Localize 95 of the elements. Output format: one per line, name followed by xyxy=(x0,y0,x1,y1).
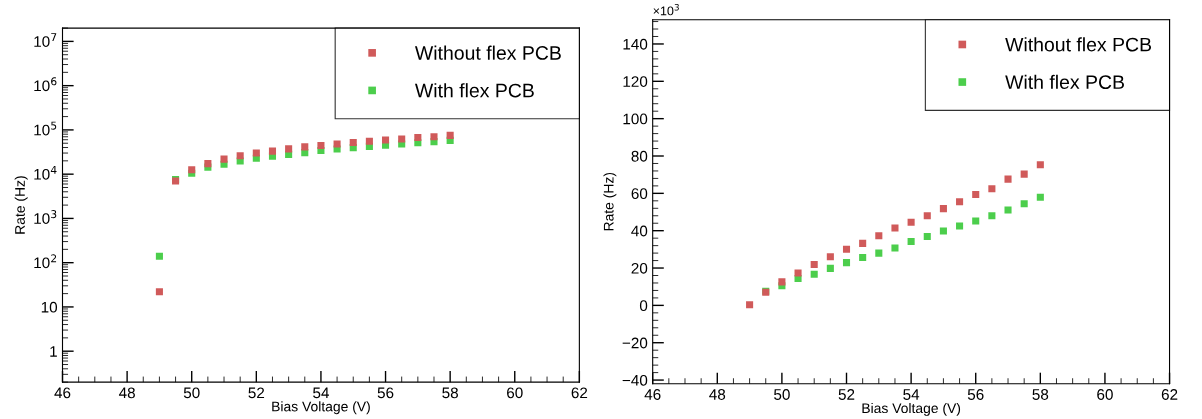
point xyxy=(988,185,996,193)
point xyxy=(1020,200,1028,208)
point xyxy=(349,139,357,147)
point xyxy=(1004,206,1012,214)
point xyxy=(972,217,980,225)
point xyxy=(398,135,406,143)
point xyxy=(1036,161,1044,169)
y-axis-title: Rate (Hz) xyxy=(603,172,617,231)
point xyxy=(317,141,325,150)
y-tick-label: 10$^{5}$ xyxy=(34,121,57,136)
y-tick-label: 140 xyxy=(623,38,648,50)
point xyxy=(907,237,915,246)
y-tick-label: 20 xyxy=(631,262,648,274)
x-tick-label: 54 xyxy=(903,389,920,400)
point xyxy=(875,249,883,257)
point xyxy=(430,133,438,141)
point xyxy=(414,133,422,141)
point xyxy=(155,288,163,296)
point xyxy=(268,147,277,155)
point xyxy=(956,222,964,230)
point xyxy=(252,149,260,157)
point xyxy=(1020,170,1028,178)
x-tick-label: 46 xyxy=(644,389,661,400)
x-tick-label: 58 xyxy=(1032,389,1049,400)
point xyxy=(923,212,931,220)
legend-label: Without flex PCB xyxy=(414,45,561,60)
point xyxy=(842,245,851,253)
x-tick-label: 50 xyxy=(183,387,200,399)
point xyxy=(301,143,309,151)
x-tick-label: 54 xyxy=(313,387,329,399)
legend-label: With flex PCB xyxy=(414,83,534,98)
point xyxy=(939,227,947,235)
x-tick-label: 58 xyxy=(442,387,458,399)
y-tick-label: 100 xyxy=(623,113,648,125)
y-tick-label: 120 xyxy=(623,76,648,87)
point xyxy=(810,260,818,269)
point xyxy=(891,244,899,252)
y-tick-label: 10$^{2}$ xyxy=(34,254,57,269)
y-tick-label: 10$^{6}$ xyxy=(34,77,57,92)
point xyxy=(907,218,915,226)
y-tick-label: 0 xyxy=(639,300,648,312)
point xyxy=(1004,175,1012,183)
legend-label: Without flex PCB xyxy=(1005,37,1152,52)
x-tick-label: 56 xyxy=(377,387,394,399)
x-tick-label: 62 xyxy=(1161,389,1178,400)
y-tick-label: 10$^{3}$ xyxy=(34,210,57,224)
x-axis-title: Bias Voltage (V) xyxy=(272,401,370,415)
point xyxy=(891,224,899,232)
point xyxy=(810,270,818,278)
point xyxy=(382,136,390,144)
y-tick-label: 1 xyxy=(50,346,57,357)
y-axis-title: Rate (Hz) xyxy=(14,176,28,234)
point xyxy=(285,145,293,153)
y-tick-label: 80 xyxy=(631,150,648,162)
point xyxy=(365,137,373,145)
x-tick-label: 48 xyxy=(118,387,135,399)
x-tick-label: 60 xyxy=(1097,389,1113,400)
point xyxy=(956,198,964,206)
point xyxy=(155,252,163,260)
y-tick-label: 10$^{7}$ xyxy=(34,33,57,47)
point xyxy=(220,155,228,163)
x-tick-label: 48 xyxy=(709,389,726,400)
point xyxy=(859,254,867,262)
point xyxy=(988,212,996,220)
point xyxy=(826,264,834,272)
x-tick-label: 56 xyxy=(967,389,984,400)
point xyxy=(236,152,244,160)
x-tick-label: 60 xyxy=(507,387,523,399)
point xyxy=(972,190,980,199)
x-tick-label: 46 xyxy=(54,387,71,399)
x-tick-label: 52 xyxy=(248,387,265,399)
x-axis-title: Bias Voltage (V) xyxy=(862,402,961,416)
point xyxy=(826,253,834,261)
y-tick-label: 10 xyxy=(41,301,58,313)
point xyxy=(875,232,883,240)
point xyxy=(939,205,947,213)
legend-label: With flex PCB xyxy=(1005,74,1124,90)
point xyxy=(1036,193,1044,201)
y-tick-label: 40 xyxy=(631,225,648,237)
x-tick-label: 50 xyxy=(774,389,790,400)
y-tick-label: −20 xyxy=(622,337,648,349)
y-tick-label: 60 xyxy=(631,188,648,200)
y-tick-label: −40 xyxy=(622,374,648,386)
x-tick-label: 52 xyxy=(838,389,855,400)
x-tick-label: 62 xyxy=(571,387,588,399)
point xyxy=(778,278,786,286)
point xyxy=(859,239,867,247)
point xyxy=(333,140,341,148)
point xyxy=(842,259,851,267)
point xyxy=(446,131,454,139)
point xyxy=(923,232,931,241)
point xyxy=(746,301,754,309)
y-tick-label: 10$^{4}$ xyxy=(34,165,57,180)
text: ×10$^{3}$ xyxy=(653,3,679,16)
point xyxy=(794,269,802,277)
